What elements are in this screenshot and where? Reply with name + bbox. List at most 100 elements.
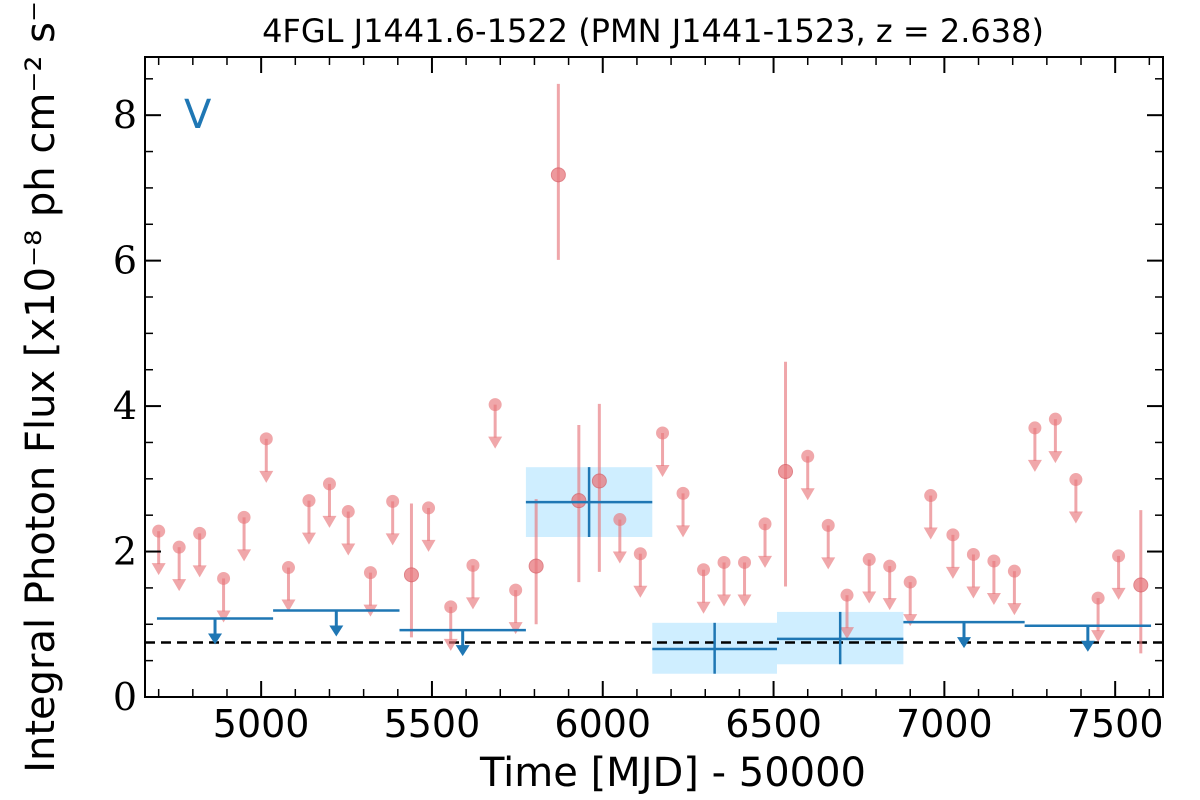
short-bin-upper-limit-point	[302, 494, 316, 508]
short-bin-upper-limit-point	[422, 501, 436, 515]
long-bin-upper-limit-arrow-head	[329, 625, 344, 637]
short-bin-upper-limit-arrow-head	[717, 594, 732, 607]
short-bin-upper-limit-point	[259, 432, 273, 446]
short-bin-upper-limit-point	[758, 517, 772, 531]
short-bin-upper-limit-point	[1007, 564, 1021, 578]
short-bin-upper-limit-arrow-head	[758, 555, 773, 568]
long-bin-upper-limit-arrow-head	[455, 645, 470, 657]
y-tick-label: 8	[113, 93, 137, 137]
short-bin-upper-limit-arrow-head	[840, 627, 855, 640]
short-bin-upper-limit-point	[862, 553, 876, 567]
corner-label: V	[184, 92, 212, 138]
short-bin-upper-limit-arrow-head	[216, 610, 231, 623]
short-bin-detection-point	[528, 558, 544, 574]
short-bin-upper-limit-arrow-head	[443, 638, 458, 651]
short-bin-upper-limit-point	[613, 513, 627, 527]
short-bin-upper-limit-arrow-head	[923, 527, 938, 540]
short-bin-upper-limit-arrow-head	[676, 525, 691, 538]
short-bin-upper-limit-point	[193, 526, 207, 540]
short-bin-upper-limit-arrow-head	[421, 539, 436, 552]
chart-title: 4FGL J1441.6-1522 (PMN J1441-1523, z = 2…	[262, 12, 1044, 50]
short-bin-upper-limit-arrow-head	[737, 594, 752, 607]
short-bin-upper-limit-point	[1112, 549, 1126, 563]
short-bin-upper-limit-arrow-head	[862, 591, 877, 604]
x-tick-label: 6500	[725, 702, 822, 746]
y-tick-label: 0	[113, 675, 137, 719]
short-bin-upper-limit-arrow-head	[1007, 603, 1022, 616]
short-bin-upper-limit-arrow-head	[903, 614, 918, 627]
short-bin-upper-limit-arrow-head	[301, 532, 316, 545]
short-bin-upper-limit-arrow-head	[696, 601, 711, 614]
short-bin-upper-limit-point	[1048, 412, 1062, 426]
short-bin-upper-limit-point	[966, 547, 980, 561]
short-bin-upper-limit-arrow-head	[341, 543, 356, 556]
short-bin-upper-limit-point	[924, 489, 938, 503]
short-bin-upper-limit-point	[322, 477, 336, 491]
short-bin-upper-limit-point	[1069, 473, 1083, 487]
short-bin-upper-limit-point	[444, 600, 458, 614]
short-bin-upper-limit-point	[840, 588, 854, 602]
short-bin-upper-limit-point	[738, 555, 752, 569]
short-bin-upper-limit-point	[903, 575, 917, 589]
long-bin-series	[156, 467, 1152, 674]
y-tick-label: 6	[113, 239, 137, 283]
short-bin-upper-limit-point	[386, 494, 400, 508]
short-bin-upper-limit-point	[883, 559, 897, 573]
short-bin-upper-limit-point	[676, 486, 690, 500]
short-bin-upper-limit-point	[633, 547, 647, 561]
short-bin-upper-limit-point	[217, 571, 231, 585]
short-bin-upper-limit-arrow-head	[385, 533, 400, 546]
short-bin-upper-limit-arrow-head	[281, 599, 296, 612]
short-bin-upper-limit-point	[946, 528, 960, 542]
short-bin-upper-limit-arrow-head	[945, 566, 960, 579]
axes: 5000 5500 6000 6500 7000 7500 0 2 4 6 8	[113, 56, 1164, 746]
short-bin-upper-limit-arrow-head	[821, 557, 836, 570]
short-bin-detection-point	[403, 567, 419, 583]
short-bin-upper-limit-point	[1028, 421, 1042, 435]
y-tick-label: 4	[113, 384, 137, 428]
short-bin-upper-limit-point	[152, 524, 166, 538]
short-bin-detection-point	[1133, 577, 1149, 593]
short-bin-upper-limit-point	[466, 558, 480, 572]
short-bin-upper-limit-point	[801, 449, 815, 463]
short-bin-upper-limit-arrow-head	[488, 436, 503, 449]
short-bin-upper-limit-point	[821, 518, 835, 532]
short-bin-upper-limit-arrow-head	[1048, 451, 1063, 464]
short-bin-upper-limit-point	[237, 510, 251, 524]
short-bin-upper-limit-point	[488, 398, 502, 412]
short-bin-upper-limit-arrow-head	[966, 586, 981, 599]
short-bin-upper-limit-arrow-head	[986, 593, 1001, 605]
short-bin-upper-limit-point	[987, 554, 1001, 568]
short-bin-upper-limit-point	[509, 583, 523, 597]
short-bin-upper-limit-arrow-head	[655, 465, 670, 477]
short-bin-upper-limit-arrow-head	[151, 563, 166, 576]
short-bin-detection-point	[571, 493, 587, 509]
short-bin-series	[151, 83, 1149, 654]
short-bin-upper-limit-arrow-head	[1068, 511, 1083, 524]
short-bin-upper-limit-arrow-head	[1111, 587, 1126, 600]
x-tick-label: 5500	[384, 702, 481, 746]
long-bin-upper-limit-arrow-head	[1080, 640, 1095, 652]
long-bin-upper-limit-arrow-head	[208, 633, 223, 645]
short-bin-upper-limit-point	[172, 540, 186, 554]
short-bin-detection-point	[778, 464, 794, 480]
short-bin-upper-limit-point	[1091, 591, 1105, 605]
short-bin-upper-limit-arrow-head	[237, 549, 252, 562]
x-tick-label: 6000	[554, 702, 651, 746]
short-bin-detection-point	[550, 167, 566, 183]
x-axis-label: Time [MJD] - 50000	[479, 750, 866, 796]
short-bin-detection-point	[591, 473, 607, 489]
long-bin-upper-limit-arrow-head	[957, 637, 972, 649]
short-bin-upper-limit-arrow-head	[882, 598, 897, 611]
short-bin-upper-limit-point	[363, 566, 377, 580]
short-bin-upper-limit-point	[697, 563, 711, 577]
short-bin-upper-limit-point	[656, 426, 670, 440]
short-bin-upper-limit-arrow-head	[800, 488, 815, 501]
short-bin-upper-limit-point	[717, 555, 731, 569]
y-axis-label: Integral Photon Flux [x10⁻⁸ ph cm⁻² s⁻¹]	[18, 0, 64, 773]
short-bin-upper-limit-arrow-head	[259, 470, 274, 483]
x-tick-label: 7500	[1067, 702, 1164, 746]
short-bin-upper-limit-arrow-head	[172, 579, 187, 592]
y-tick-label: 2	[113, 530, 137, 574]
